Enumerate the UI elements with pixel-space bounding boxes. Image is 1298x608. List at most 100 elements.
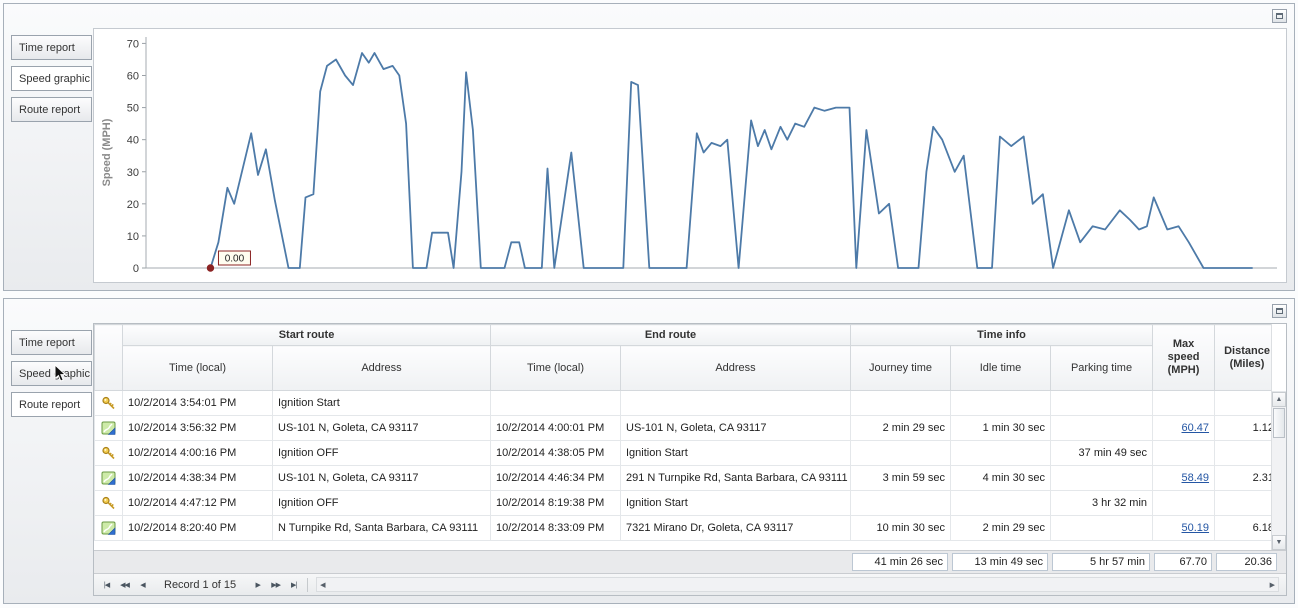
record-navigator: |◀ ◀◀ ◀ Record 1 of 15 ▶ ▶▶ ▶| ◀ ▶ — [94, 573, 1286, 595]
column-header-journey-time[interactable]: Journey time — [850, 345, 951, 391]
cell-max-speed — [1152, 490, 1216, 516]
table-row[interactable]: 10/2/2014 4:47:12 PM Ignition OFF 10/2/201… — [94, 490, 1271, 516]
cell-max-speed: 60.47 — [1152, 415, 1216, 441]
column-header-idle-time[interactable]: Idle time — [950, 345, 1051, 391]
tab-label: Route report — [19, 103, 81, 116]
group-header-start-route[interactable]: Start route — [122, 324, 491, 346]
cell-end-address: 7321 Mirano Dr, Goleta, CA 93117 — [620, 515, 851, 541]
y-tick-label: 60 — [127, 71, 139, 83]
table-row[interactable]: 10/2/2014 3:54:01 PM Ignition Start — [94, 390, 1271, 416]
cell-distance: 2.31 — [1214, 465, 1271, 491]
cell-distance — [1214, 390, 1271, 416]
scrollbar-thumb[interactable] — [1273, 408, 1285, 438]
cell-end-address: Ignition Start — [620, 440, 851, 466]
bottom-panel-tabs: Time report Speed graphic Route report — [11, 330, 92, 417]
cell-idle-time: 4 min 30 sec — [950, 465, 1051, 491]
speed-chart[interactable]: 0 10 20 30 40 50 60 70 Speed (MPH) 0.00 — [94, 29, 1287, 282]
table-row[interactable]: 10/2/2014 4:00:16 PM Ignition OFF 10/2/201… — [94, 440, 1271, 466]
group-header-end-route[interactable]: End route — [490, 324, 851, 346]
cell-idle-time: 1 min 30 sec — [950, 415, 1051, 441]
cell-max-speed: 58.49 — [1152, 465, 1216, 491]
table-row[interactable]: 10/2/2014 3:56:32 PM US-101 N, Goleta, CA… — [94, 415, 1271, 441]
scroll-up-icon[interactable]: ▲ — [1272, 392, 1286, 407]
y-tick-label: 50 — [127, 103, 139, 115]
tab-speed-graphic[interactable]: Speed graphic — [11, 66, 92, 91]
cell-distance — [1214, 440, 1271, 466]
record-status: Record 1 of 15 — [164, 578, 237, 591]
column-header-start-time[interactable]: Time (local) — [122, 345, 273, 391]
max-speed-link[interactable]: 58.49 — [1181, 472, 1210, 484]
first-record-button[interactable]: |◀ — [103, 581, 110, 589]
route-report-table: Start route End route Time info Max spee… — [93, 323, 1287, 596]
cell-end-time: 10/2/2014 4:46:34 PM — [490, 465, 621, 491]
prev-record-button[interactable]: ◀ — [140, 581, 145, 589]
tab-time-report[interactable]: Time report — [11, 330, 92, 355]
route-report-panel: Time report Speed graphic Route report — [3, 298, 1295, 604]
corner-header — [94, 324, 123, 391]
cell-end-address: 291 N Turnpike Rd, Santa Barbara, CA 931… — [620, 465, 851, 491]
cell-start-time: 10/2/2014 4:47:12 PM — [122, 490, 273, 516]
cell-parking-time: 3 hr 32 min — [1049, 490, 1154, 516]
grid-scroll: Start route End route Time info Max spee… — [94, 324, 1271, 550]
tab-route-report[interactable]: Route report — [11, 97, 92, 122]
summary-journey-time: 41 min 26 sec — [852, 553, 948, 572]
next-page-button[interactable]: ▶▶ — [271, 581, 281, 589]
group-header-time-info[interactable]: Time info — [849, 324, 1154, 346]
cell-parking-time — [1049, 515, 1154, 541]
cell-parking-time: 37 min 49 sec — [1049, 440, 1154, 466]
cell-distance: 6.18 — [1214, 515, 1271, 541]
tab-route-report[interactable]: Route report — [11, 392, 92, 417]
key-icon — [101, 396, 115, 410]
cell-max-speed: 50.19 — [1152, 515, 1216, 541]
speed-chart-area[interactable]: 0 10 20 30 40 50 60 70 Speed (MPH) 0.00 — [93, 28, 1287, 283]
column-header-start-address[interactable]: Address — [272, 345, 491, 391]
table-row[interactable]: 10/2/2014 4:38:34 PM US-101 N, Goleta, CA… — [94, 465, 1271, 491]
y-tick-label: 0 — [133, 263, 139, 275]
summary-distance: 20.36 — [1216, 553, 1277, 572]
cell-max-speed — [1152, 440, 1216, 466]
column-header-distance[interactable]: Distance (Miles) — [1214, 324, 1271, 391]
key-icon — [94, 440, 123, 466]
tab-label: Route report — [19, 398, 81, 411]
prev-page-button[interactable]: ◀◀ — [120, 581, 130, 589]
cell-distance — [1214, 490, 1271, 516]
summary-idle-time: 13 min 49 sec — [952, 553, 1048, 572]
top-panel-tabs: Time report Speed graphic Route report — [11, 35, 92, 122]
summary-max-speed: 67.70 — [1154, 553, 1212, 572]
last-record-button[interactable]: ▶| — [291, 581, 297, 589]
collapse-panel-button[interactable] — [1272, 9, 1287, 23]
tab-label: Speed graphic — [19, 72, 90, 85]
cell-start-time: 10/2/2014 4:00:16 PM — [122, 440, 273, 466]
horizontal-scrollbar[interactable]: ◀ ▶ — [316, 577, 1279, 593]
tab-label: Speed graphic — [19, 367, 90, 380]
route-grid: Start route End route Time info Max spee… — [94, 324, 1271, 541]
start-marker — [206, 264, 215, 272]
tab-speed-graphic[interactable]: Speed graphic — [11, 361, 92, 386]
cell-start-time: 10/2/2014 3:56:32 PM — [122, 415, 273, 441]
cell-start-time: 10/2/2014 4:38:34 PM — [122, 465, 273, 491]
column-header-end-address[interactable]: Address — [620, 345, 851, 391]
vertical-scrollbar[interactable]: ▲ ▼ — [1272, 392, 1286, 551]
scroll-down-icon[interactable]: ▼ — [1272, 535, 1286, 551]
cell-start-address: Ignition OFF — [272, 440, 491, 466]
scroll-left-icon[interactable]: ◀ — [320, 581, 326, 589]
table-row[interactable]: 10/2/2014 8:20:40 PM N Turnpike Rd, Santa… — [94, 515, 1271, 541]
cell-distance: 1.12 — [1214, 415, 1271, 441]
column-header-max-speed[interactable]: Max speed (MPH) — [1152, 324, 1216, 391]
column-header-end-time[interactable]: Time (local) — [490, 345, 621, 391]
next-record-button[interactable]: ▶ — [255, 581, 260, 589]
route-map-icon — [94, 465, 123, 491]
max-speed-link[interactable]: 60.47 — [1181, 422, 1210, 434]
route-map-icon — [94, 415, 123, 441]
y-tick-label: 40 — [127, 135, 139, 147]
cell-journey-time: 2 min 29 sec — [850, 415, 951, 441]
max-speed-link[interactable]: 50.19 — [1181, 522, 1210, 534]
cell-end-time: 10/2/2014 4:00:01 PM — [490, 415, 621, 441]
cell-end-address — [620, 390, 851, 416]
collapse-panel-button[interactable] — [1272, 304, 1287, 318]
collapse-icon — [1276, 308, 1283, 314]
column-header-parking-time[interactable]: Parking time — [1049, 345, 1154, 391]
y-tick-label: 70 — [127, 38, 139, 50]
scroll-right-icon[interactable]: ▶ — [1269, 581, 1275, 589]
tab-time-report[interactable]: Time report — [11, 35, 92, 60]
